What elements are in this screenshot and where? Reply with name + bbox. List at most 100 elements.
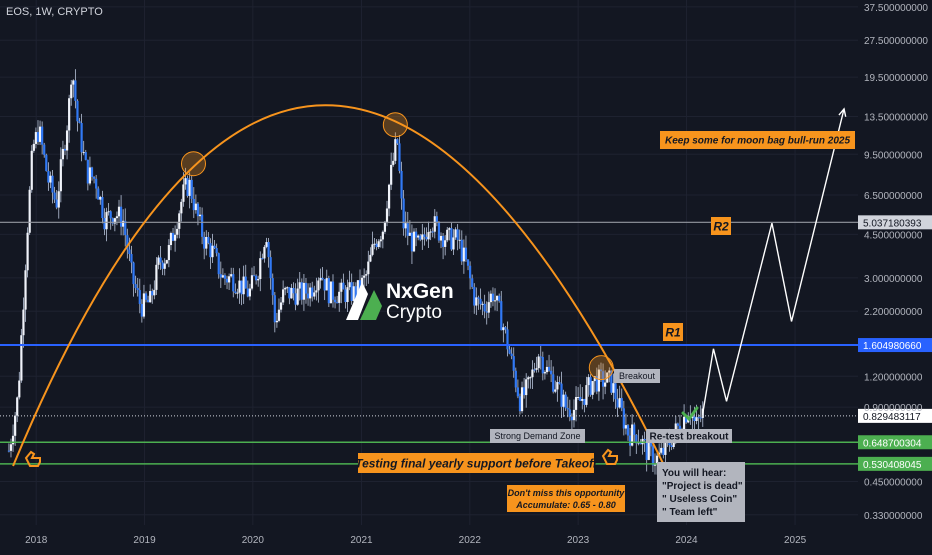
candle-body [491, 293, 495, 302]
you-will-hear-line: " Team left" [662, 507, 718, 518]
candle-body [95, 178, 98, 189]
candle-body [649, 441, 652, 447]
candle-body [558, 382, 561, 384]
candle-body [186, 178, 189, 196]
candle-body [593, 376, 596, 382]
candle-body [458, 239, 461, 241]
check-icon [681, 406, 699, 422]
candle-body [279, 302, 283, 310]
accumulate-label: Accumulate: 0.65 - 0.80 [515, 500, 616, 510]
candle-body [194, 203, 197, 211]
candle-body [523, 387, 526, 396]
candle-body [587, 377, 590, 386]
candle-body [14, 415, 17, 436]
candle-body [352, 286, 355, 301]
candle-body [601, 371, 605, 387]
candle-body [670, 445, 673, 448]
candle-body [244, 276, 247, 289]
candle-body [375, 243, 378, 248]
highlight-circle [181, 151, 207, 177]
candle-body [410, 232, 414, 252]
candle-body [201, 214, 204, 237]
candle-body [448, 228, 451, 230]
candle-body [496, 295, 499, 301]
candle-body [333, 299, 337, 303]
candle-body [319, 277, 322, 281]
candle-body [417, 235, 420, 238]
candle-body [325, 278, 328, 291]
candle-body [149, 291, 152, 303]
candle-body [140, 303, 143, 317]
candle-body [527, 377, 530, 380]
candle-body [635, 434, 638, 444]
candle-body [500, 301, 503, 331]
candle-body [444, 240, 447, 247]
candle-body [618, 398, 621, 408]
candle-body [514, 370, 517, 388]
candle-body [510, 353, 513, 357]
candle-body [365, 274, 368, 276]
candle-body [49, 175, 52, 183]
logo-mark-white [346, 282, 368, 320]
candle-body [556, 382, 559, 390]
candle-body [9, 444, 13, 451]
demand-zone-label-bg [490, 429, 585, 443]
candle-body [408, 232, 411, 236]
candle-body [531, 369, 534, 378]
candle-body [479, 298, 482, 305]
candle-body [610, 370, 613, 393]
candle-body [626, 425, 630, 436]
candle-body [651, 446, 655, 466]
candle-body [284, 287, 287, 290]
candle-body [647, 441, 650, 460]
candle-body [533, 369, 536, 371]
candle-body [55, 199, 58, 208]
candle-body [36, 132, 40, 142]
candle-body [57, 191, 60, 208]
candle-body [41, 126, 44, 145]
candle-body [142, 293, 146, 317]
candle-body [267, 242, 270, 258]
candle-body [394, 139, 397, 161]
candle-body [34, 132, 38, 144]
candle-body [277, 309, 281, 321]
candle-body [211, 245, 214, 258]
candle-body [250, 275, 254, 289]
candle-body [520, 387, 524, 412]
candle-body [261, 258, 264, 260]
candle-body [554, 389, 557, 392]
candle-body [188, 179, 191, 196]
candle-body [340, 282, 343, 292]
candle-body [215, 248, 218, 254]
projection-path [702, 108, 845, 414]
candle-body [597, 369, 601, 392]
x-tick-label: 2020 [242, 535, 265, 546]
candle-body [76, 100, 79, 122]
axes: 5.037180393 1.604980660 0.829483117 0.64870… [25, 3, 932, 546]
candle-body [65, 130, 69, 151]
testing-support-label: Testing final yearly support before Take… [355, 456, 598, 470]
candle-body [369, 254, 372, 262]
candle-body [228, 276, 231, 283]
you-will-hear-line: " Useless Coin" [662, 494, 737, 505]
candle-body [572, 409, 576, 421]
candle-body [105, 212, 108, 230]
candle-body [336, 302, 339, 304]
candle-body [419, 235, 422, 240]
candle-body [562, 394, 565, 407]
candle-body [190, 179, 193, 199]
candle-body [498, 295, 501, 302]
candle-body [502, 327, 505, 331]
candle-body [460, 239, 463, 262]
candle-body [236, 292, 239, 294]
candle-body [574, 397, 578, 410]
candle-body [506, 329, 509, 350]
projection-arrowhead [838, 107, 847, 117]
candle-body [80, 123, 83, 153]
candle-body [377, 241, 380, 248]
candle-body [290, 287, 293, 299]
candle-body [38, 126, 42, 142]
candle-body [518, 396, 522, 412]
candle-body [431, 231, 434, 233]
